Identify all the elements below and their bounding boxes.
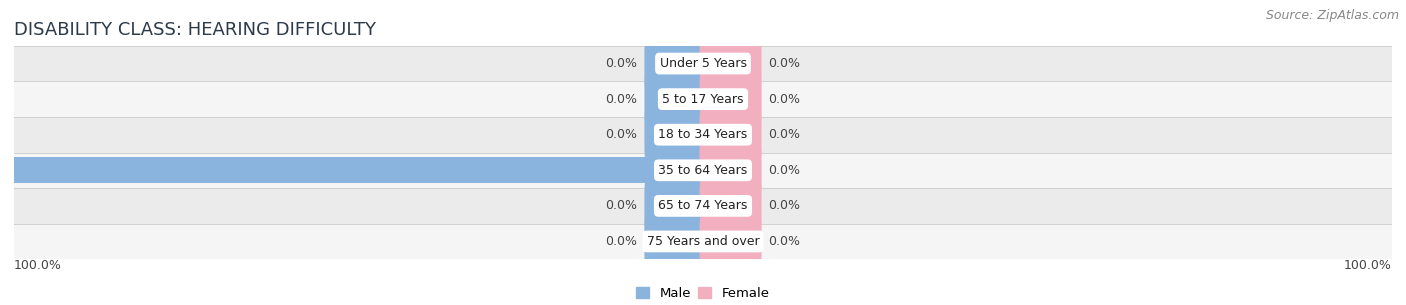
FancyBboxPatch shape [644, 175, 706, 236]
Text: 0.0%: 0.0% [769, 93, 800, 106]
FancyBboxPatch shape [700, 140, 762, 201]
Bar [14, 152, 1392, 188]
Text: Under 5 Years: Under 5 Years [659, 57, 747, 70]
FancyBboxPatch shape [644, 69, 706, 130]
FancyBboxPatch shape [700, 211, 762, 272]
FancyBboxPatch shape [644, 33, 706, 94]
Text: 0.0%: 0.0% [606, 235, 637, 248]
FancyBboxPatch shape [700, 104, 762, 165]
Text: 0.0%: 0.0% [606, 128, 637, 141]
Text: DISABILITY CLASS: HEARING DIFFICULTY: DISABILITY CLASS: HEARING DIFFICULTY [14, 21, 375, 39]
Text: 0.0%: 0.0% [769, 199, 800, 212]
Bar [14, 46, 1392, 81]
Text: 5 to 17 Years: 5 to 17 Years [662, 93, 744, 106]
Text: 0.0%: 0.0% [606, 57, 637, 70]
Text: 0.0%: 0.0% [769, 57, 800, 70]
Text: 100.0%: 100.0% [0, 164, 4, 177]
Bar [14, 224, 1392, 259]
Text: 18 to 34 Years: 18 to 34 Years [658, 128, 748, 141]
Text: 0.0%: 0.0% [606, 199, 637, 212]
Text: 65 to 74 Years: 65 to 74 Years [658, 199, 748, 212]
Text: 0.0%: 0.0% [769, 164, 800, 177]
FancyBboxPatch shape [700, 33, 762, 94]
FancyBboxPatch shape [700, 175, 762, 236]
Legend: Male, Female: Male, Female [636, 287, 770, 300]
Bar [14, 117, 1392, 152]
FancyBboxPatch shape [700, 69, 762, 130]
Text: Source: ZipAtlas.com: Source: ZipAtlas.com [1265, 9, 1399, 22]
FancyBboxPatch shape [644, 104, 706, 165]
Text: 100.0%: 100.0% [14, 259, 62, 272]
Text: 75 Years and over: 75 Years and over [647, 235, 759, 248]
Bar [14, 188, 1392, 224]
Bar [14, 81, 1392, 117]
Text: 0.0%: 0.0% [769, 128, 800, 141]
Text: 100.0%: 100.0% [1344, 259, 1392, 272]
Text: 35 to 64 Years: 35 to 64 Years [658, 164, 748, 177]
Bar [14, 157, 703, 183]
FancyBboxPatch shape [644, 211, 706, 272]
Text: 0.0%: 0.0% [769, 235, 800, 248]
Text: 0.0%: 0.0% [606, 93, 637, 106]
